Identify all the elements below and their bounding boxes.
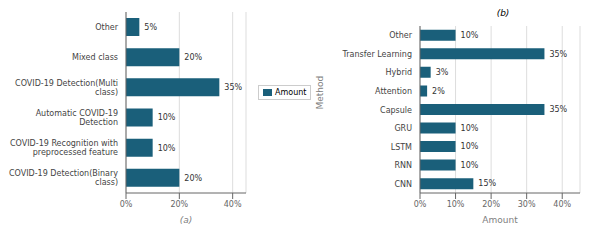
- svg-text:CNN: CNN: [394, 180, 412, 189]
- svg-text:20%: 20%: [184, 53, 202, 62]
- svg-text:10%: 10%: [158, 144, 176, 153]
- svg-text:Attention: Attention: [375, 87, 412, 96]
- svg-text:0%: 0%: [120, 200, 133, 209]
- svg-text:20%: 20%: [482, 200, 500, 209]
- svg-text:Capsule: Capsule: [380, 106, 412, 115]
- svg-text:10%: 10%: [461, 142, 479, 151]
- svg-text:COVID-19 Recognition withprepr: COVID-19 Recognition withpreprocessed fe…: [10, 139, 118, 157]
- svg-text:Other: Other: [389, 31, 412, 40]
- svg-text:Amount: Amount: [482, 215, 518, 225]
- svg-text:40%: 40%: [553, 200, 571, 209]
- svg-text:COVID-19 Detection(Multiclass): COVID-19 Detection(Multiclass): [15, 79, 118, 97]
- svg-text:Automatic COVID-19Detection: Automatic COVID-19Detection: [36, 109, 118, 127]
- svg-text:GRU: GRU: [394, 124, 412, 133]
- svg-text:20%: 20%: [184, 174, 202, 183]
- svg-text:15%: 15%: [478, 179, 496, 188]
- svg-text:10%: 10%: [461, 161, 479, 170]
- svg-text:35%: 35%: [549, 50, 567, 59]
- svg-text:COVID-19 Detection(Binaryclass: COVID-19 Detection(Binaryclass): [9, 169, 118, 187]
- svg-text:10%: 10%: [158, 113, 176, 122]
- svg-text:Hybrid: Hybrid: [386, 68, 412, 77]
- svg-text:RNN: RNN: [394, 161, 412, 170]
- svg-text:LSTM: LSTM: [391, 143, 412, 152]
- svg-text:2%: 2%: [432, 87, 445, 96]
- svg-text:5%: 5%: [144, 23, 157, 32]
- svg-text:Transfer Learning: Transfer Learning: [342, 50, 412, 59]
- svg-text:40%: 40%: [224, 200, 242, 209]
- svg-text:(a): (a): [180, 215, 193, 225]
- svg-text:Other: Other: [95, 23, 118, 32]
- svg-text:3%: 3%: [436, 68, 449, 77]
- svg-text:10%: 10%: [461, 31, 479, 40]
- svg-text:30%: 30%: [518, 200, 536, 209]
- svg-text:Mixed class: Mixed class: [72, 53, 118, 62]
- svg-text:10%: 10%: [447, 200, 465, 209]
- svg-text:Method: Method: [315, 76, 325, 110]
- svg-text:10%: 10%: [461, 124, 479, 133]
- svg-text:0%: 0%: [414, 200, 427, 209]
- svg-text:35%: 35%: [549, 105, 567, 114]
- svg-text:20%: 20%: [170, 200, 188, 209]
- svg-text:35%: 35%: [224, 83, 242, 92]
- html-text:Amount: Amount: [275, 88, 307, 97]
- html-text:(b): (b): [496, 8, 510, 18]
